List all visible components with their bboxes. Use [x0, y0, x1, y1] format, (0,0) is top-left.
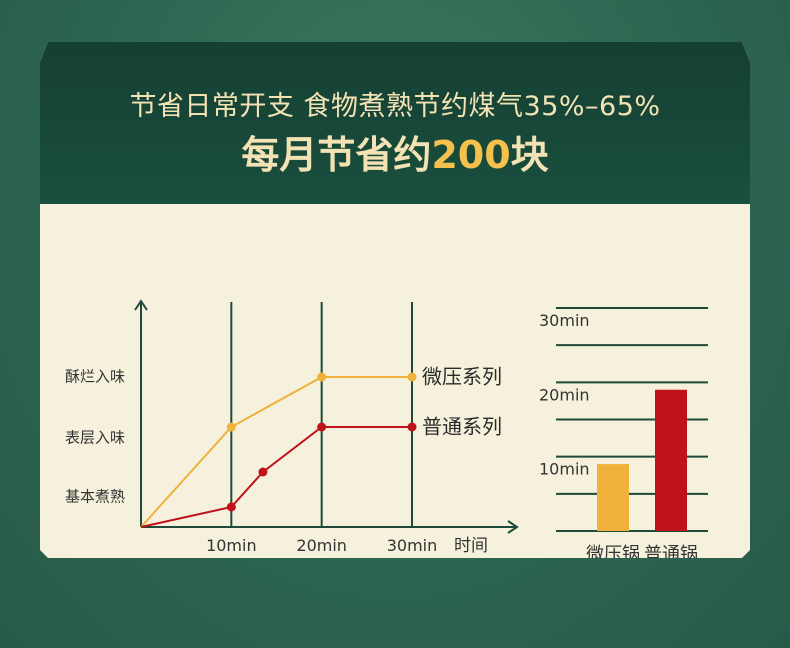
bar-y-tick-label: 10min: [539, 460, 590, 479]
series-point: [258, 467, 268, 477]
series-label: 普通系列: [422, 415, 502, 439]
headline-monthly-prefix: 每月节省约: [241, 133, 432, 177]
series-point: [317, 372, 327, 382]
y-category-label: 基本煮熟: [65, 488, 125, 506]
y-category-label: 酥烂入味: [65, 368, 125, 386]
bar-y-tick-label: 30min: [539, 311, 590, 330]
series-line: [140, 376, 412, 528]
cooking-time-bar-chart: 10min 20min 30min 微压锅 普通锅: [539, 307, 708, 558]
x-tick-label: 10min: [206, 536, 257, 555]
bar-category-label: 普通锅: [644, 544, 698, 558]
header-banner: 节省日常开支 食物煮熟节约煤气35%–65% 每月节省约200块: [40, 42, 750, 204]
x-axis-arrow: [507, 520, 519, 534]
y-category-label: 表层入味: [65, 429, 125, 447]
headline-monthly: 每月节省约200块: [40, 124, 750, 179]
x-tick-label: 20min: [296, 536, 347, 555]
series-point: [407, 422, 417, 432]
series-point: [226, 422, 236, 432]
bar-category-label: 微压锅: [586, 544, 640, 558]
bar-y-tick-label: 20min: [539, 385, 590, 404]
x-tick-label: 30min: [387, 536, 438, 555]
headline-savings: 节省日常开支 食物煮熟节约煤气35%–65%: [129, 91, 661, 122]
series-label: 微压系列: [422, 365, 502, 389]
series-point: [317, 422, 327, 432]
series-point: [226, 502, 236, 512]
info-card: 节省日常开支 食物煮熟节约煤气35%–65% 每月节省约200块 10min 20…: [40, 42, 750, 558]
headline-monthly-amount: 200: [431, 133, 511, 177]
bar: [597, 464, 629, 531]
x-axis-title: 时间: [454, 536, 488, 556]
bar: [655, 389, 687, 531]
headline-monthly-suffix: 块: [510, 133, 549, 177]
series-point: [407, 372, 417, 382]
y-axis-arrow: [134, 299, 148, 311]
